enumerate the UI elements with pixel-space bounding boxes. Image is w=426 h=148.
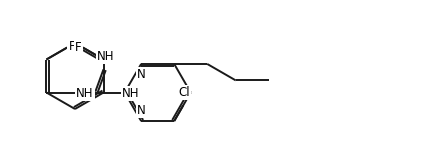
Text: NH: NH: [76, 87, 94, 100]
Text: F: F: [69, 40, 75, 53]
Text: N: N: [137, 68, 146, 81]
Text: NH: NH: [97, 50, 115, 63]
Text: F: F: [75, 41, 81, 54]
Text: Cl: Cl: [178, 86, 190, 99]
Text: N: N: [137, 104, 146, 117]
Text: NH: NH: [122, 87, 139, 100]
